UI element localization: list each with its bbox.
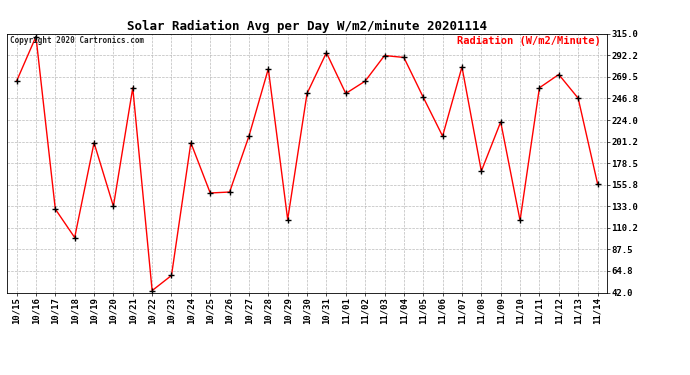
Text: Radiation (W/m2/Minute): Radiation (W/m2/Minute) (457, 36, 601, 46)
Title: Solar Radiation Avg per Day W/m2/minute 20201114: Solar Radiation Avg per Day W/m2/minute … (127, 20, 487, 33)
Text: Copyright 2020 Cartronics.com: Copyright 2020 Cartronics.com (10, 36, 144, 45)
